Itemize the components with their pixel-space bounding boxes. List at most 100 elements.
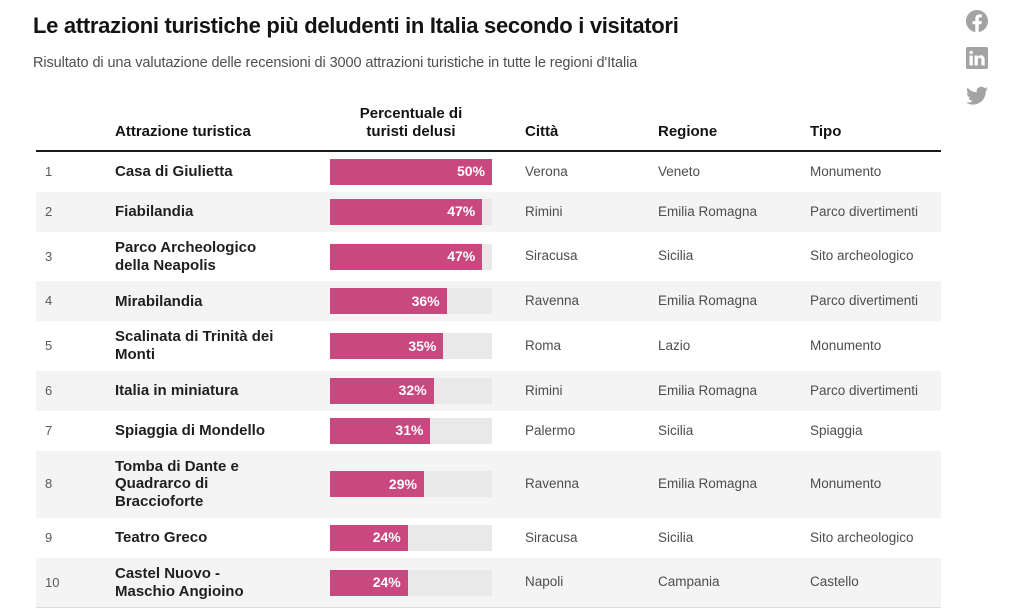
- region-cell: Emilia Romagna: [658, 293, 758, 309]
- bar-track: 31%: [330, 417, 492, 444]
- bar-value-label: 36%: [411, 292, 440, 309]
- social-share-bar: [966, 10, 988, 106]
- table-row: 1 Casa di Giulietta 50% Verona Veneto Mo…: [36, 152, 941, 192]
- bar-value-label: 31%: [395, 422, 424, 439]
- bar-value-label: 35%: [408, 337, 437, 354]
- row-rank: 5: [45, 338, 53, 354]
- city-cell: Ravenna: [525, 293, 580, 309]
- attraction-name: Tomba di Dante e Quadrarco di Bracciofor…: [115, 457, 239, 511]
- region-cell: Emilia Romagna: [658, 203, 758, 219]
- region-cell: Sicilia: [658, 529, 694, 545]
- page-title: Le attrazioni turistiche più deludenti i…: [33, 13, 679, 38]
- percent-bar-cell: 47%: [330, 199, 525, 225]
- table-row: 4 Mirabilandia 36% Ravenna Emilia Romagn…: [36, 281, 941, 322]
- attraction-name: Casa di Giulietta: [115, 163, 233, 181]
- table-row: 5 Scalinata di Trinità dei Monti 35% Rom…: [36, 321, 941, 371]
- percent-bar-cell: 35%: [330, 333, 525, 360]
- region-cell: Lazio: [658, 337, 691, 353]
- type-cell: Monumento: [810, 337, 882, 353]
- percent-bar-cell: 36%: [330, 288, 525, 315]
- attraction-name: Fiabilandia: [115, 203, 194, 221]
- bar-value-label: 24%: [372, 573, 401, 590]
- row-rank: 6: [45, 382, 53, 398]
- region-cell: Veneto: [658, 163, 701, 179]
- percent-bar-cell: 24%: [330, 569, 525, 596]
- row-rank: 10: [45, 574, 60, 590]
- table-row: 8 Tomba di Dante e Quadrarco di Bracciof…: [36, 450, 941, 518]
- header-percent: Percentuale di turisti delusi: [330, 105, 492, 143]
- percent-bar-cell: 50%: [330, 159, 525, 185]
- bar-value-label: 47%: [447, 203, 476, 220]
- type-cell: Monumento: [810, 476, 882, 492]
- city-cell: Verona: [525, 163, 568, 179]
- header-percent-line2: turisti delusi: [366, 123, 456, 141]
- bar-fill: 31%: [330, 417, 431, 444]
- type-cell: Castello: [810, 574, 859, 590]
- city-cell: Rimini: [525, 203, 563, 219]
- row-rank: 8: [45, 476, 53, 492]
- table-body: 1 Casa di Giulietta 50% Verona Veneto Mo…: [36, 152, 941, 608]
- city-cell: Siracusa: [525, 529, 578, 545]
- table-row: 7 Spiaggia di Mondello 31% Palermo Sicil…: [36, 410, 941, 451]
- table-row: 2 Fiabilandia 47% Rimini Emilia Romagna …: [36, 192, 941, 232]
- row-rank: 1: [45, 164, 53, 180]
- bar-fill: 47%: [330, 243, 483, 270]
- bar-fill: 50%: [330, 159, 492, 185]
- bar-value-label: 32%: [398, 382, 427, 399]
- region-cell: Campania: [658, 574, 720, 590]
- facebook-share-icon[interactable]: [966, 10, 988, 32]
- row-rank: 3: [45, 248, 53, 264]
- percent-bar-cell: 24%: [330, 524, 525, 551]
- row-rank: 9: [45, 529, 53, 545]
- row-rank: 2: [45, 204, 53, 220]
- bar-fill: 36%: [330, 288, 447, 315]
- twitter-share-icon[interactable]: [966, 84, 988, 106]
- attraction-name: Scalinata di Trinità dei Monti: [115, 328, 274, 364]
- region-cell: Sicilia: [658, 248, 694, 264]
- bar-fill: 29%: [330, 471, 424, 498]
- attractions-table: Attrazione turistica Percentuale di turi…: [36, 100, 941, 608]
- region-cell: Emilia Romagna: [658, 476, 758, 492]
- bar-fill: 35%: [330, 333, 444, 360]
- table-row: 3 Parco Archeologico della Neapolis 47% …: [36, 232, 941, 282]
- chart-header: Le attrazioni turistiche più deludenti i…: [0, 0, 1024, 71]
- bar-fill: 24%: [330, 524, 408, 551]
- bar-value-label: 47%: [447, 248, 476, 265]
- page-subtitle: Risultato di una valutazione delle recen…: [33, 55, 638, 71]
- bar-fill: 47%: [330, 199, 483, 225]
- attraction-name: Mirabilandia: [115, 292, 203, 310]
- region-cell: Emilia Romagna: [658, 382, 758, 398]
- bar-track: 29%: [330, 471, 492, 498]
- header-city: Città: [525, 123, 559, 141]
- bar-track: 24%: [330, 569, 492, 596]
- city-cell: Roma: [525, 337, 562, 353]
- bar-track: 50%: [330, 159, 492, 185]
- attraction-name: Italia in miniatura: [115, 381, 239, 399]
- type-cell: Monumento: [810, 163, 882, 179]
- bar-track: 35%: [330, 333, 492, 360]
- type-cell: Parco divertimenti: [810, 293, 919, 309]
- attraction-name: Teatro Greco: [115, 528, 208, 546]
- bar-value-label: 50%: [456, 163, 485, 180]
- type-cell: Parco divertimenti: [810, 203, 919, 219]
- header-attraction: Attrazione turistica: [115, 123, 251, 141]
- bar-fill: 24%: [330, 569, 408, 596]
- header-region: Regione: [658, 123, 718, 141]
- linkedin-share-icon[interactable]: [966, 47, 988, 69]
- attraction-name: Castel Nuovo - Maschio Angioino: [115, 564, 244, 600]
- city-cell: Rimini: [525, 382, 563, 398]
- type-cell: Sito archeologico: [810, 529, 914, 545]
- table-header-row: Attrazione turistica Percentuale di turi…: [36, 100, 941, 152]
- percent-bar-cell: 32%: [330, 377, 525, 404]
- city-cell: Palermo: [525, 422, 576, 438]
- attraction-name: Parco Archeologico della Neapolis: [115, 239, 257, 274]
- city-cell: Napoli: [525, 574, 564, 590]
- bar-track: 36%: [330, 288, 492, 315]
- header-percent-line1: Percentuale di: [359, 104, 463, 122]
- bar-track: 47%: [330, 243, 492, 270]
- bar-track: 32%: [330, 377, 492, 404]
- city-cell: Siracusa: [525, 248, 578, 264]
- bar-track: 24%: [330, 524, 492, 551]
- row-rank: 4: [45, 293, 53, 309]
